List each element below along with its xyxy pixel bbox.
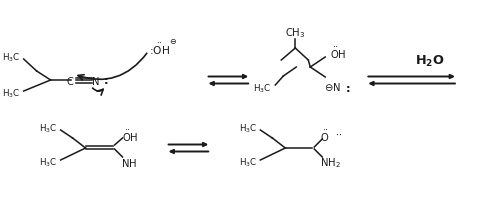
Text: $\mathsf{\ddot{O}H}$: $\mathsf{\ddot{O}H}$ [330, 45, 347, 60]
Text: $\mathbf{:}$: $\mathbf{:}$ [101, 76, 108, 86]
Text: $\mathsf{H_3C}$: $\mathsf{H_3C}$ [39, 156, 58, 168]
Text: $\mathsf{H_3C}$: $\mathsf{H_3C}$ [3, 87, 21, 100]
Text: $\ominus\mathsf{N}$: $\ominus\mathsf{N}$ [324, 81, 341, 93]
Text: $\mathsf{H_3C}$: $\mathsf{H_3C}$ [239, 156, 258, 168]
Text: $\mathsf{H_3C}$: $\mathsf{H_3C}$ [3, 51, 21, 64]
Text: $\mathsf{C}$: $\mathsf{C}$ [66, 75, 75, 87]
Text: $\ominus$: $\ominus$ [170, 37, 178, 46]
Text: $\mathsf{H_3C}$: $\mathsf{H_3C}$ [253, 82, 272, 95]
Text: $\mathsf{\ddot{O}}$: $\mathsf{\ddot{O}}$ [319, 128, 329, 143]
Text: $\mathsf{\ddot{O}H}$: $\mathsf{\ddot{O}H}$ [122, 128, 139, 143]
Text: $\mathbf{:}$: $\mathbf{:}$ [344, 84, 351, 94]
Text: $\mathsf{NH_2}$: $\mathsf{NH_2}$ [320, 155, 341, 169]
Text: $\mathsf{N}$: $\mathsf{N}$ [92, 75, 100, 87]
Text: $\mathsf{NH}$: $\mathsf{NH}$ [121, 156, 136, 168]
Text: $\mathsf{CH_3}$: $\mathsf{CH_3}$ [285, 26, 305, 40]
Text: $\cdot\!\cdot$: $\cdot\!\cdot$ [335, 129, 343, 138]
Text: $\mathsf{:\!\ddot{O}H}$: $\mathsf{:\!\ddot{O}H}$ [147, 41, 170, 56]
Text: $\mathsf{H_3C}$: $\mathsf{H_3C}$ [39, 122, 58, 135]
Text: $\mathsf{H_3C}$: $\mathsf{H_3C}$ [239, 122, 258, 135]
Text: $\mathbf{H_2O}$: $\mathbf{H_2O}$ [415, 53, 445, 68]
